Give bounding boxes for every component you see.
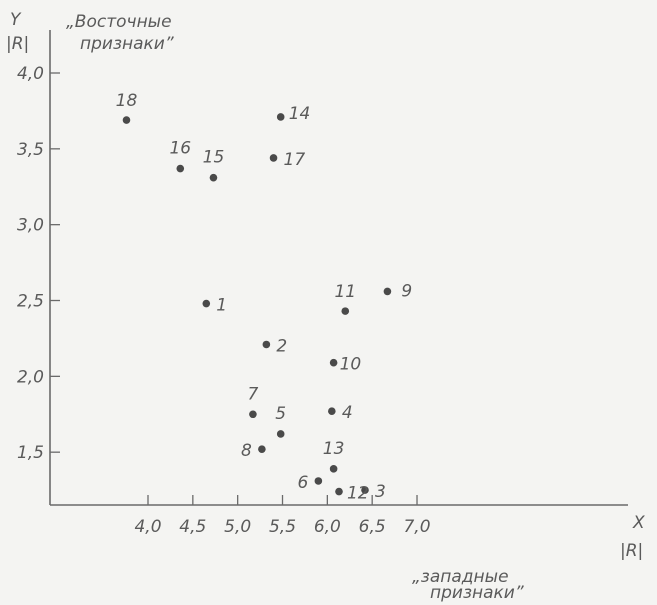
y-tick-label: 2,0	[17, 367, 44, 387]
data-point-label-13: 13	[323, 439, 345, 459]
data-point-label-14: 14	[289, 104, 311, 124]
data-point-3	[361, 486, 369, 494]
data-point-15	[209, 173, 218, 182]
y-axis-label: Y	[10, 10, 22, 30]
data-point-label-4: 4	[342, 403, 353, 423]
data-point-label-6: 6	[298, 473, 309, 493]
x-tick-label: 5,5	[269, 517, 296, 537]
data-point-2	[262, 340, 271, 349]
y-tick-label: 3,5	[17, 140, 44, 160]
data-point-label-11: 11	[334, 282, 356, 302]
x-axis-ticks: 4,0 4,5 5,0 5,5 6,0 6,5 7,0	[134, 495, 431, 537]
data-point-12	[335, 487, 343, 496]
data-point-label-7: 7	[247, 384, 258, 404]
data-point-5	[276, 430, 285, 438]
data-point-6	[314, 477, 323, 485]
data-point-label-5: 5	[275, 404, 286, 424]
data-point-label-15: 15	[203, 148, 225, 168]
data-point-label-18: 18	[116, 91, 138, 111]
annotation-western-line1: „западные	[412, 567, 509, 587]
data-point-label-10: 10	[340, 355, 362, 375]
data-point-label-1: 1	[216, 296, 227, 316]
y-axis-unit: |R|	[6, 34, 29, 54]
data-point-label-17: 17	[284, 150, 306, 170]
data-point-label-8: 8	[241, 441, 252, 461]
data-point-label-16: 16	[169, 139, 191, 159]
x-tick-label: 6,0	[314, 517, 341, 537]
x-tick-label: 5,0	[224, 517, 251, 537]
data-point-16	[176, 164, 185, 173]
data-point-label-3: 3	[375, 482, 386, 502]
data-point-1	[202, 299, 211, 308]
data-point-label-2: 2	[276, 336, 287, 356]
data-point-4	[328, 407, 336, 416]
annotation-eastern-line2: признаки”	[80, 34, 174, 54]
annotation-eastern-line1: „Восточные	[66, 12, 172, 32]
x-tick-label: 4,5	[179, 517, 206, 537]
annotation-western-line2: признаки”	[430, 583, 524, 603]
y-tick-label: 2,5	[17, 292, 44, 312]
x-tick-label: 7,0	[403, 517, 430, 537]
x-tick-label: 4,0	[134, 517, 161, 537]
x-axis-label: X	[632, 513, 645, 533]
data-point-label-12: 12	[347, 484, 369, 504]
x-tick-label: 6,5	[359, 517, 386, 537]
data-point-17	[269, 154, 278, 162]
y-axis-ticks: 4,0 3,5 3,0 2,5 2,0 1,5	[17, 64, 60, 463]
data-point-label-9: 9	[401, 281, 412, 301]
y-tick-label: 3,0	[17, 216, 44, 236]
data-point-9	[383, 287, 392, 296]
data-point-14	[276, 113, 285, 121]
x-axis-unit: |R|	[620, 541, 643, 561]
axes	[49, 30, 628, 506]
data-point-13	[329, 465, 338, 473]
data-point-7	[249, 410, 257, 419]
data-point-11	[341, 307, 350, 315]
y-tick-label: 1,5	[17, 443, 44, 463]
data-point-10	[329, 358, 338, 367]
y-tick-label: 4,0	[17, 64, 44, 84]
data-point-8	[258, 445, 266, 453]
data-point-18	[122, 116, 131, 124]
